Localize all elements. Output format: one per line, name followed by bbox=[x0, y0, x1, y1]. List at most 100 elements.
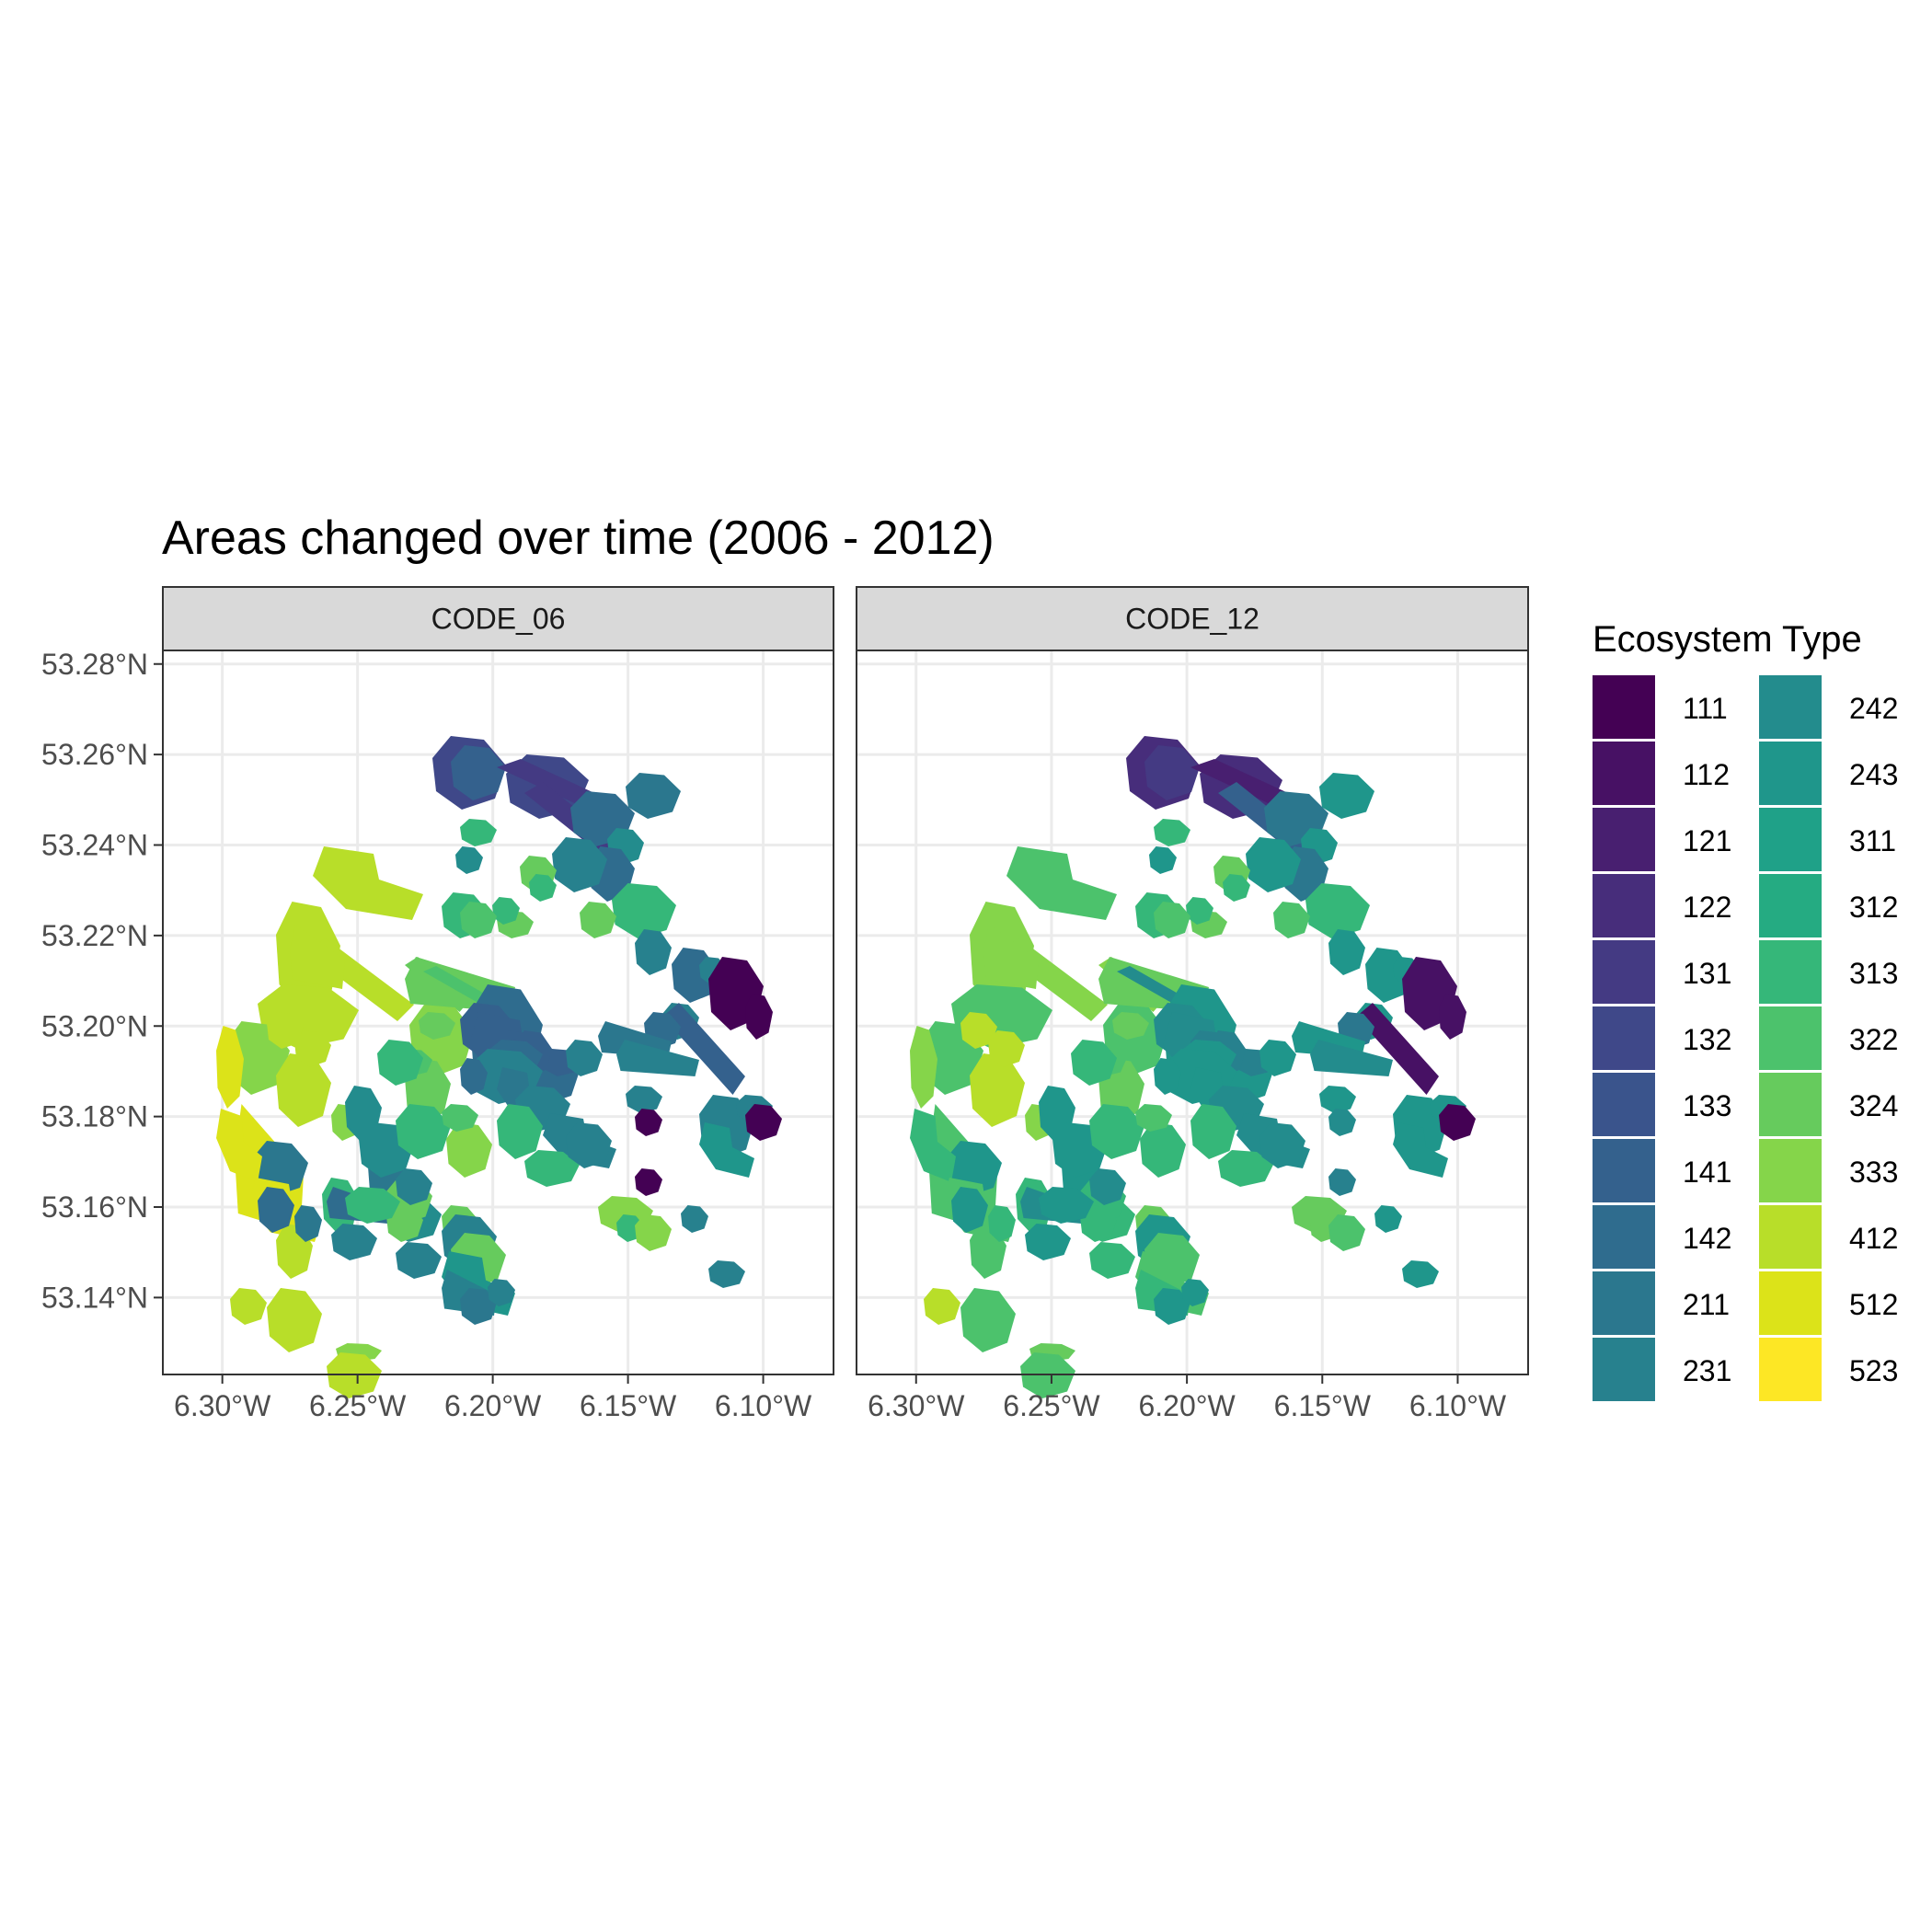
ecosystem-patch bbox=[460, 819, 497, 846]
legend-label: 322 bbox=[1849, 1023, 1898, 1056]
ecosystem-patch bbox=[1089, 1168, 1126, 1205]
ecosystem-patch bbox=[1006, 846, 1117, 920]
ecosystem-patch bbox=[1218, 1150, 1273, 1187]
ecosystem-patch bbox=[960, 1012, 997, 1049]
legend-key bbox=[1759, 874, 1822, 937]
x-tick-label: 6.20°W bbox=[444, 1389, 542, 1422]
legend-label: 312 bbox=[1849, 891, 1898, 924]
ecosystem-patch bbox=[612, 883, 676, 938]
facet-strip bbox=[162, 586, 834, 651]
x-tick-label: 6.30°W bbox=[174, 1389, 271, 1422]
y-tick-label: 53.22°N bbox=[41, 919, 148, 952]
ecosystem-patch bbox=[988, 1030, 1025, 1067]
ecosystem-patch bbox=[1439, 994, 1466, 1040]
y-tick-label: 53.14°N bbox=[41, 1281, 148, 1314]
ecosystem-patch bbox=[1273, 902, 1310, 938]
ecosystem-patch bbox=[492, 897, 520, 925]
ecosystem-patch bbox=[313, 846, 423, 920]
ecosystem-patch bbox=[1154, 1058, 1181, 1095]
ecosystem-patch bbox=[1089, 1104, 1144, 1159]
x-tick-label: 6.15°W bbox=[1274, 1389, 1372, 1422]
ecosystem-patch bbox=[988, 1205, 1016, 1242]
ecosystem-patch bbox=[1154, 819, 1190, 846]
ecosystem-patch bbox=[745, 994, 773, 1040]
legend-label: 122 bbox=[1683, 891, 1731, 924]
ecosystem-patch bbox=[1356, 1003, 1439, 1095]
ecosystem-patch bbox=[1223, 874, 1250, 902]
ecosystem-patch bbox=[635, 1109, 662, 1136]
legend-key bbox=[1593, 1338, 1655, 1401]
ecosystem-patch bbox=[1328, 1109, 1356, 1136]
legend-label: 243 bbox=[1849, 758, 1898, 791]
legend-key bbox=[1593, 1139, 1655, 1202]
legend-key bbox=[1593, 940, 1655, 1004]
legend-key bbox=[1593, 1073, 1655, 1136]
ecosystem-patch bbox=[290, 925, 345, 989]
legend-key bbox=[1759, 808, 1822, 871]
ecosystem-patch bbox=[1112, 1012, 1149, 1040]
x-tick-label: 6.20°W bbox=[1138, 1389, 1236, 1422]
ecosystem-patch bbox=[396, 1104, 451, 1159]
legend-label: 111 bbox=[1683, 692, 1728, 725]
ecosystem-patch bbox=[924, 1288, 960, 1325]
ecosystem-patch bbox=[216, 1026, 244, 1109]
ecosystem-patch bbox=[1186, 897, 1213, 925]
legend-key bbox=[1759, 1338, 1822, 1401]
x-tick-label: 6.10°W bbox=[715, 1389, 812, 1422]
ecosystem-patch bbox=[1025, 1224, 1071, 1260]
legend-key bbox=[1593, 1006, 1655, 1070]
legend-key bbox=[1759, 1271, 1822, 1335]
ecosystem-patch bbox=[1328, 1168, 1356, 1196]
ecosystem-patch bbox=[216, 1109, 262, 1182]
x-tick-label: 6.10°W bbox=[1409, 1389, 1507, 1422]
legend-label: 121 bbox=[1683, 824, 1731, 857]
ecosystem-patch bbox=[1140, 1122, 1186, 1178]
ecosystem-patch bbox=[910, 1109, 956, 1182]
ecosystem-patch bbox=[442, 1104, 478, 1132]
ecosystem-patch bbox=[276, 1053, 331, 1127]
y-tick-label: 53.18°N bbox=[41, 1100, 148, 1133]
ecosystem-patch bbox=[1328, 1214, 1365, 1251]
ecosystem-patch bbox=[331, 1224, 377, 1260]
ecosystem-patch bbox=[1393, 1122, 1448, 1178]
legend-label: 141 bbox=[1683, 1156, 1731, 1189]
ecosystem-patch bbox=[699, 1122, 754, 1178]
legend-key bbox=[1759, 1139, 1822, 1202]
legend-label: 112 bbox=[1683, 758, 1730, 791]
chart-title: Areas changed over time (2006 - 2012) bbox=[162, 512, 995, 565]
legend-label: 311 bbox=[1849, 824, 1896, 857]
ecosystem-patch bbox=[230, 1288, 267, 1325]
ecosystem-patch bbox=[910, 1026, 937, 1109]
legend-key bbox=[1593, 1205, 1655, 1269]
ecosystem-patch bbox=[377, 1040, 423, 1086]
ecosystem-patch bbox=[460, 1288, 497, 1325]
facet-strip-label: CODE_06 bbox=[431, 603, 566, 636]
ecosystem-patch bbox=[983, 925, 1039, 989]
ecosystem-patch bbox=[1246, 837, 1301, 892]
legend-label: 231 bbox=[1683, 1354, 1731, 1387]
ecosystem-patch bbox=[419, 1012, 455, 1040]
ecosystem-patch bbox=[267, 1012, 304, 1049]
ecosystem-patch bbox=[1181, 1279, 1209, 1306]
panel-code-12: CODE_12 bbox=[856, 586, 1529, 1398]
ecosystem-patch bbox=[1039, 1187, 1094, 1224]
legend-key bbox=[1759, 1073, 1822, 1136]
ecosystem-patch bbox=[524, 1150, 580, 1187]
ecosystem-patch bbox=[1259, 1040, 1296, 1076]
ecosystem-patch bbox=[455, 846, 483, 874]
ecosystem-patch bbox=[552, 837, 607, 892]
ecosystem-patch bbox=[267, 1288, 322, 1352]
ecosystem-patch bbox=[258, 1187, 294, 1233]
ecosystem-patch bbox=[626, 773, 681, 819]
y-tick-label: 53.24°N bbox=[41, 829, 148, 862]
ecosystem-patch bbox=[451, 745, 506, 800]
ecosystem-patch bbox=[1259, 1122, 1305, 1168]
legend: Ecosystem Type 111 112 121 122 131 132 133 141 1… bbox=[1593, 619, 1898, 1401]
ecosystem-patch bbox=[423, 966, 488, 1003]
ecosystem-patch bbox=[1402, 1260, 1439, 1288]
legend-label: 523 bbox=[1849, 1354, 1898, 1387]
ecosystem-patch bbox=[626, 1086, 662, 1113]
ecosystem-patch bbox=[294, 1030, 331, 1067]
ecosystem-patch bbox=[1154, 902, 1190, 938]
ecosystem-patch bbox=[1144, 745, 1200, 800]
